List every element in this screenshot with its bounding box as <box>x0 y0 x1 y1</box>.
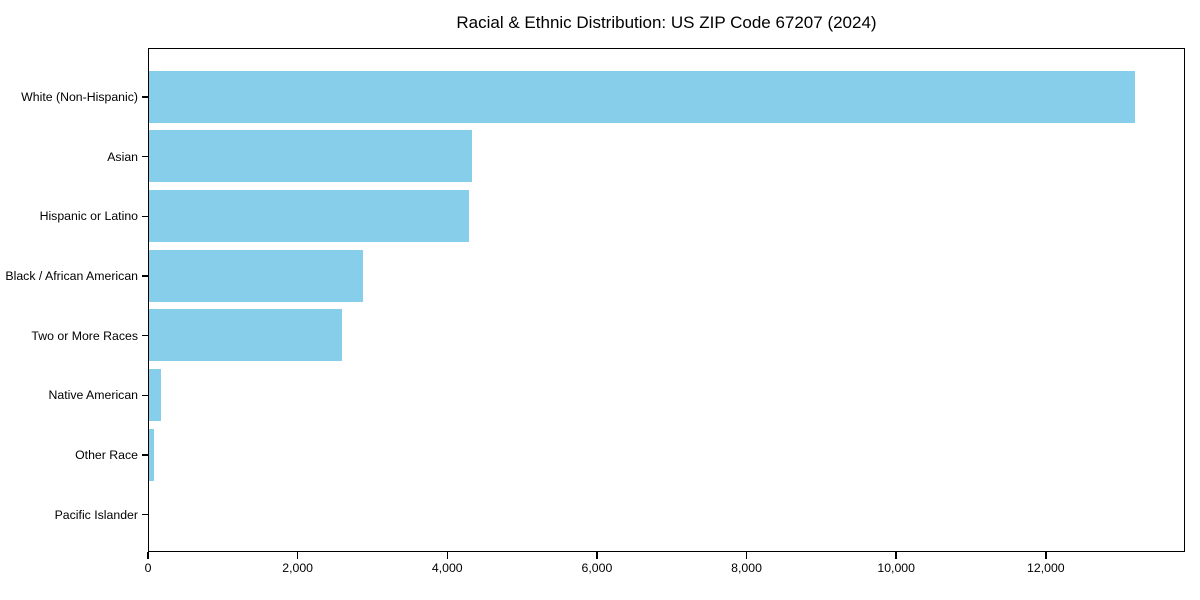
y-tick-mark <box>141 513 149 516</box>
bar-white-non-hispanic <box>149 70 1135 123</box>
bar-black-african-american <box>149 249 364 302</box>
x-tick-mark <box>446 552 449 559</box>
x-tick-label: 10,000 <box>877 561 915 575</box>
y-tick-mark <box>141 155 149 158</box>
bar-other-race <box>149 428 155 481</box>
y-tick-mark <box>141 275 149 277</box>
x-tick-label: 12,000 <box>1027 561 1065 575</box>
bar-two-or-more-races <box>149 309 342 362</box>
y-tick-label: Hispanic or Latino <box>39 209 138 224</box>
chart-title: Racial & Ethnic Distribution: US ZIP Cod… <box>456 13 877 32</box>
x-tick-label: 8,000 <box>731 561 762 575</box>
y-tick-label: Native American <box>48 388 138 403</box>
plot-area <box>148 48 1185 552</box>
x-tick-label: 2,000 <box>282 561 314 575</box>
y-tick-mark <box>141 394 149 397</box>
y-tick-label: Asian <box>107 149 138 164</box>
y-tick-mark <box>141 96 149 98</box>
y-tick-mark <box>141 334 149 337</box>
x-tick-mark <box>147 552 149 559</box>
x-tick-label: 4,000 <box>431 561 463 575</box>
x-tick-mark <box>895 552 897 559</box>
bar-hispanic-or-latino <box>149 189 469 242</box>
y-tick-label: Pacific Islander <box>54 507 138 522</box>
x-tick-label: 0 <box>144 561 152 575</box>
y-tick-label: Black / African American <box>5 269 138 283</box>
x-tick-label: 6,000 <box>581 561 613 575</box>
y-tick-label: White (Non-Hispanic) <box>21 90 138 104</box>
y-tick-mark <box>141 454 149 456</box>
y-tick-mark <box>141 215 149 218</box>
bar-asian <box>149 130 473 183</box>
x-tick-mark <box>596 552 598 559</box>
x-tick-mark <box>296 552 299 559</box>
y-tick-label: Two or More Races <box>31 328 138 343</box>
x-tick-mark <box>1045 552 1047 559</box>
y-tick-label: Other Race <box>75 448 138 463</box>
x-tick-mark <box>745 552 748 559</box>
bar-native-american <box>149 368 161 421</box>
